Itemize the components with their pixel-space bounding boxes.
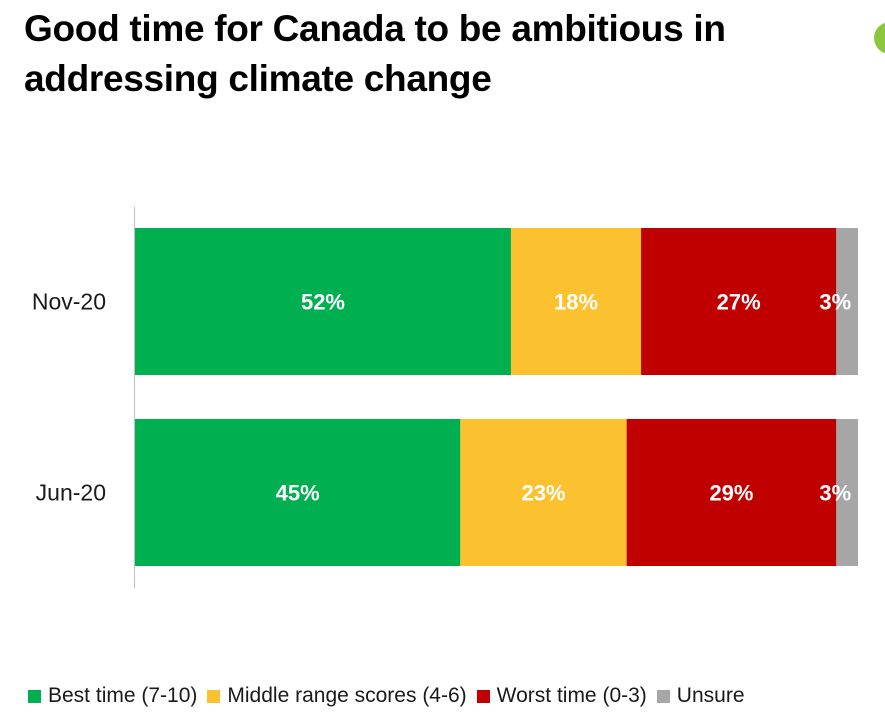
legend: Best time (7-10) Middle range scores (4-… — [28, 682, 745, 710]
bar-nov-20-middle-range-scores-4-6 — [510, 228, 642, 375]
data-label-jun-20-unsure: 3% — [819, 481, 851, 506]
bar-nov-20-worst-time-0-3 — [641, 228, 837, 375]
bar-jun-20-middle-range-scores-4-6 — [460, 419, 627, 566]
chart-title: Good time for Canada to be ambitious in … — [24, 8, 726, 99]
data-label-jun-20-best-time-7-10: 45% — [276, 481, 320, 506]
bar-group — [135, 228, 858, 566]
data-label-jun-20-worst-time-0-3: 29% — [709, 481, 753, 506]
corner-decoration — [874, 22, 885, 54]
legend-item-best-time: Best time (7-10) — [28, 684, 197, 708]
data-label-nov-20-middle-range-scores-4-6: 18% — [554, 290, 598, 315]
legend-item-middle-range: Middle range scores (4-6) — [207, 684, 467, 708]
bar-nov-20-unsure — [836, 228, 858, 375]
legend-swatch-unsure — [656, 689, 670, 703]
category-label-group: Nov-20 Jun-20 — [32, 289, 106, 506]
category-label-jun-20: Jun-20 — [36, 480, 106, 506]
legend-swatch-best-time — [28, 689, 41, 703]
category-label-nov-20: Nov-20 — [32, 289, 106, 315]
legend-label-best-time: Best time (7-10) — [48, 684, 198, 707]
data-label-nov-20-best-time-7-10: 52% — [301, 290, 345, 315]
legend-item-unsure: Unsure — [656, 684, 745, 708]
data-label-nov-20-unsure: 3% — [819, 290, 851, 315]
data-label-group: 52% 18% 27% 3% 45% 23% 29% 3% — [276, 290, 852, 506]
bar-nov-20-best-time-7-10 — [135, 228, 511, 375]
bar-jun-20-worst-time-0-3 — [626, 419, 837, 566]
legend-label-unsure: Unsure — [676, 684, 745, 707]
data-label-jun-20-middle-range-scores-4-6: 23% — [521, 481, 565, 506]
data-label-nov-20-worst-time-0-3: 27% — [717, 290, 761, 315]
legend-swatch-middle-range — [207, 689, 221, 703]
legend-label-middle-range: Middle range scores (4-6) — [227, 684, 467, 707]
bar-jun-20-best-time-7-10 — [135, 419, 461, 566]
legend-swatch-worst-time — [476, 689, 490, 703]
legend-item-worst-time: Worst time (0-3) — [476, 684, 647, 708]
legend-label-worst-time: Worst time (0-3) — [496, 684, 647, 707]
bar-jun-20-unsure — [836, 419, 858, 566]
stacked-bar-chart: 52% 18% 27% 3% 45% 23% 29% 3% Nov-20 Jun-20 — [32, 207, 858, 588]
